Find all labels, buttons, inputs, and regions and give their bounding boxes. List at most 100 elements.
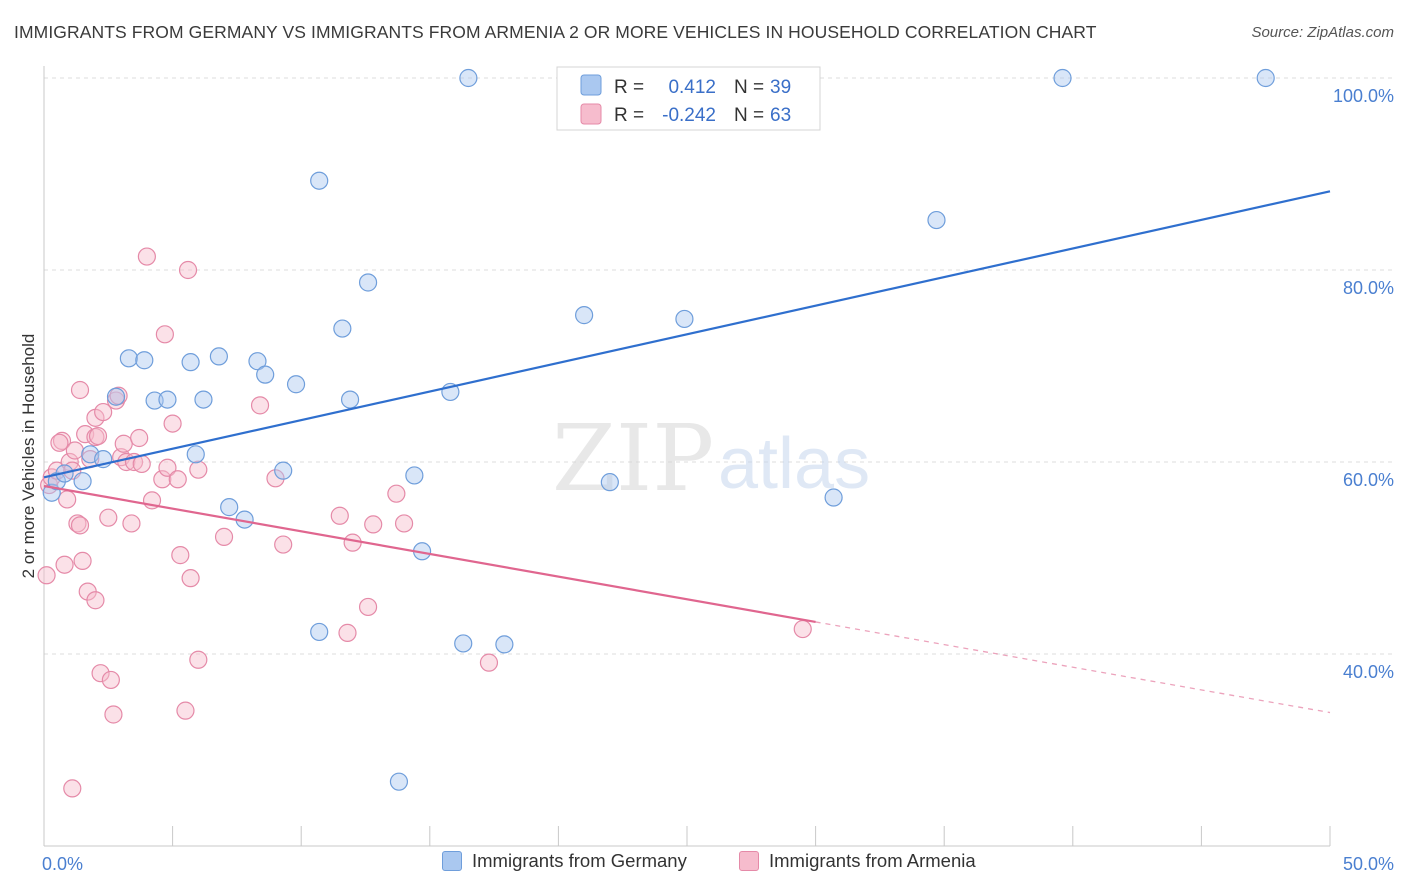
y-axis-label: 2 or more Vehicles in Household <box>19 334 38 579</box>
data-point-armenia <box>394 514 414 533</box>
data-point-armenia <box>479 653 499 672</box>
legend-r-value-armenia: -0.242 <box>662 105 716 126</box>
data-point-armenia <box>37 566 56 585</box>
data-point-germany <box>389 772 409 791</box>
data-point-germany <box>194 390 213 409</box>
data-point-armenia <box>52 431 72 450</box>
data-point-germany <box>1053 68 1072 88</box>
data-point-germany <box>333 319 352 338</box>
series-armenia-points <box>37 247 812 798</box>
data-point-armenia <box>178 260 198 280</box>
data-point-armenia <box>130 428 149 448</box>
data-point-armenia <box>793 619 812 639</box>
data-point-armenia <box>364 515 383 534</box>
data-point-armenia <box>137 247 156 266</box>
legend-item-germany[interactable]: Immigrants from Germany <box>442 850 687 872</box>
data-point-armenia <box>171 546 190 565</box>
data-point-germany <box>310 171 329 190</box>
data-point-germany <box>106 387 126 406</box>
x-tick-label-max: 50.0% <box>1343 854 1394 874</box>
legend-n-label-germany: N = <box>734 77 764 98</box>
data-point-germany <box>1256 68 1275 88</box>
data-point-armenia <box>338 623 357 642</box>
y-tick-label: 100.0% <box>1333 86 1394 106</box>
data-point-germany <box>73 472 92 491</box>
data-point-armenia <box>189 460 208 479</box>
data-point-germany <box>135 351 154 370</box>
data-point-germany <box>286 375 306 394</box>
data-point-armenia <box>330 506 349 525</box>
data-point-germany <box>181 353 200 372</box>
source-label: Source: ZipAtlas.com <box>1251 24 1394 41</box>
data-point-armenia <box>94 402 113 422</box>
data-point-armenia <box>73 551 92 570</box>
data-point-armenia <box>88 426 108 446</box>
chart-title: IMMIGRANTS FROM GERMANY VS IMMIGRANTS FR… <box>14 22 1097 42</box>
legend-n-label-armenia: N = <box>734 105 764 126</box>
legend-r-label-germany: R = <box>614 77 644 98</box>
data-point-germany <box>600 473 619 492</box>
data-point-armenia <box>58 490 77 509</box>
data-point-germany <box>310 622 329 642</box>
data-point-armenia <box>181 569 200 588</box>
data-point-armenia <box>63 779 82 798</box>
legend-n-value-germany: 39 <box>770 77 791 98</box>
data-point-armenia <box>55 555 74 574</box>
data-point-armenia <box>274 535 293 554</box>
watermark-atlas: atlas <box>718 424 870 504</box>
data-point-germany <box>158 390 177 409</box>
data-point-germany <box>248 352 267 371</box>
legend-label-armenia: Immigrants from Armenia <box>769 850 976 871</box>
data-point-armenia <box>114 434 133 453</box>
data-point-armenia <box>65 441 84 460</box>
data-point-germany <box>459 68 478 88</box>
data-point-germany <box>256 365 275 384</box>
legend-r-value-germany: 0.412 <box>668 77 716 98</box>
data-point-armenia <box>250 396 270 415</box>
data-point-germany <box>145 391 164 410</box>
data-point-germany <box>340 390 360 409</box>
data-point-germany <box>675 309 694 329</box>
stats-legend: R = 0.412 N = 39 R = -0.242 N = 63 <box>556 66 821 131</box>
data-point-germany <box>405 466 424 485</box>
data-point-germany <box>220 498 239 517</box>
data-point-armenia <box>70 516 90 535</box>
trend-line-extension-armenia <box>815 621 1331 714</box>
series-germany-points <box>42 68 1275 791</box>
legend-n-value-armenia: 63 <box>770 105 791 126</box>
data-point-armenia <box>358 597 378 617</box>
data-point-armenia <box>50 433 69 452</box>
legend-swatch-germany-bottom <box>442 851 462 871</box>
data-point-armenia <box>106 391 126 410</box>
legend-swatch-germany <box>580 74 602 96</box>
data-point-armenia <box>91 664 110 683</box>
series-legend: Immigrants from Germany Immigrants from … <box>0 850 1406 880</box>
trend-line-armenia <box>43 484 816 624</box>
watermark: ZIP atlas <box>552 405 870 512</box>
data-point-germany <box>575 306 594 325</box>
data-point-armenia <box>387 484 406 503</box>
data-point-germany <box>454 634 473 653</box>
data-point-germany <box>927 210 946 230</box>
data-point-armenia <box>163 414 182 433</box>
data-point-armenia <box>70 380 90 400</box>
data-point-armenia <box>176 701 195 720</box>
data-point-germany <box>274 461 293 480</box>
data-point-germany <box>495 635 514 654</box>
y-tick-label: 60.0% <box>1343 470 1394 490</box>
data-point-armenia <box>158 458 177 477</box>
legend-swatch-armenia-bottom <box>739 851 759 871</box>
data-point-germany <box>119 349 138 368</box>
data-point-germany <box>358 273 378 292</box>
data-point-armenia <box>214 527 234 546</box>
data-point-armenia <box>343 533 362 552</box>
data-point-armenia <box>266 469 285 488</box>
data-point-armenia <box>86 591 105 610</box>
legend-swatch-armenia <box>580 103 602 125</box>
legend-item-armenia[interactable]: Immigrants from Armenia <box>739 850 976 872</box>
data-point-armenia <box>155 325 174 344</box>
data-point-germany <box>824 488 843 507</box>
y-tick-label: 80.0% <box>1343 278 1394 298</box>
y-tick-labels: 40.0% 60.0% 80.0% 100.0% <box>1333 86 1394 682</box>
